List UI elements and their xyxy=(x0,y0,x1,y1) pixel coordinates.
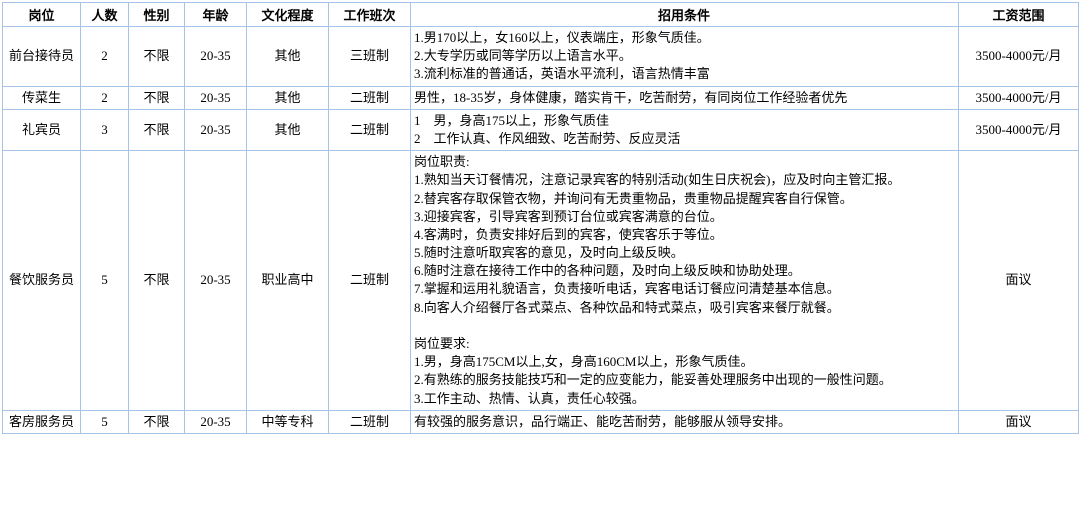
cell-age: 20-35 xyxy=(185,151,247,411)
cell-education: 其他 xyxy=(247,109,329,150)
header-salary: 工资范围 xyxy=(959,3,1079,27)
cell-education: 其他 xyxy=(247,27,329,87)
header-position: 岗位 xyxy=(3,3,81,27)
cell-salary: 面议 xyxy=(959,410,1079,433)
cell-count: 3 xyxy=(81,109,129,150)
job-listing-table: 岗位 人数 性别 年龄 文化程度 工作班次 招用条件 工资范围 前台接待员 2 … xyxy=(2,2,1079,434)
table-row: 餐饮服务员 5 不限 20-35 职业高中 二班制 岗位职责: 1.熟知当天订餐… xyxy=(3,151,1079,411)
cell-position: 礼宾员 xyxy=(3,109,81,150)
cell-gender: 不限 xyxy=(129,27,185,87)
cell-requirements: 1.男170以上，女160以上，仪表端庄，形象气质佳。 2.大专学历或同等学历以… xyxy=(411,27,959,87)
cell-gender: 不限 xyxy=(129,410,185,433)
cell-education: 职业高中 xyxy=(247,151,329,411)
cell-requirements: 1 男，身高175以上，形象气质佳 2 工作认真、作风细致、吃苦耐劳、反应灵活 xyxy=(411,109,959,150)
cell-count: 5 xyxy=(81,151,129,411)
cell-education: 中等专科 xyxy=(247,410,329,433)
cell-position: 前台接待员 xyxy=(3,27,81,87)
cell-requirements: 男性，18-35岁，身体健康，踏实肯干，吃苦耐劳，有同岗位工作经验者优先 xyxy=(411,86,959,109)
cell-salary: 3500-4000元/月 xyxy=(959,109,1079,150)
cell-gender: 不限 xyxy=(129,86,185,109)
cell-age: 20-35 xyxy=(185,109,247,150)
cell-count: 2 xyxy=(81,27,129,87)
cell-shift: 二班制 xyxy=(329,410,411,433)
cell-salary: 面议 xyxy=(959,151,1079,411)
cell-gender: 不限 xyxy=(129,151,185,411)
cell-shift: 二班制 xyxy=(329,109,411,150)
header-education: 文化程度 xyxy=(247,3,329,27)
cell-count: 5 xyxy=(81,410,129,433)
cell-position: 传菜生 xyxy=(3,86,81,109)
header-gender: 性别 xyxy=(129,3,185,27)
header-shift: 工作班次 xyxy=(329,3,411,27)
cell-gender: 不限 xyxy=(129,109,185,150)
cell-age: 20-35 xyxy=(185,86,247,109)
cell-position: 餐饮服务员 xyxy=(3,151,81,411)
table-row: 前台接待员 2 不限 20-35 其他 三班制 1.男170以上，女160以上，… xyxy=(3,27,1079,87)
header-age: 年龄 xyxy=(185,3,247,27)
cell-shift: 三班制 xyxy=(329,27,411,87)
header-count: 人数 xyxy=(81,3,129,27)
cell-count: 2 xyxy=(81,86,129,109)
table-row: 客房服务员 5 不限 20-35 中等专科 二班制 有较强的服务意识，品行端正、… xyxy=(3,410,1079,433)
cell-age: 20-35 xyxy=(185,27,247,87)
table-row: 礼宾员 3 不限 20-35 其他 二班制 1 男，身高175以上，形象气质佳 … xyxy=(3,109,1079,150)
cell-requirements: 有较强的服务意识，品行端正、能吃苦耐劳，能够服从领导安排。 xyxy=(411,410,959,433)
cell-position: 客房服务员 xyxy=(3,410,81,433)
table-header-row: 岗位 人数 性别 年龄 文化程度 工作班次 招用条件 工资范围 xyxy=(3,3,1079,27)
cell-shift: 二班制 xyxy=(329,151,411,411)
cell-education: 其他 xyxy=(247,86,329,109)
cell-salary: 3500-4000元/月 xyxy=(959,86,1079,109)
cell-salary: 3500-4000元/月 xyxy=(959,27,1079,87)
table-row: 传菜生 2 不限 20-35 其他 二班制 男性，18-35岁，身体健康，踏实肯… xyxy=(3,86,1079,109)
cell-shift: 二班制 xyxy=(329,86,411,109)
table-body: 前台接待员 2 不限 20-35 其他 三班制 1.男170以上，女160以上，… xyxy=(3,27,1079,434)
cell-age: 20-35 xyxy=(185,410,247,433)
cell-requirements: 岗位职责: 1.熟知当天订餐情况，注意记录宾客的特别活动(如生日庆祝会)，应及时… xyxy=(411,151,959,411)
header-requirements: 招用条件 xyxy=(411,3,959,27)
